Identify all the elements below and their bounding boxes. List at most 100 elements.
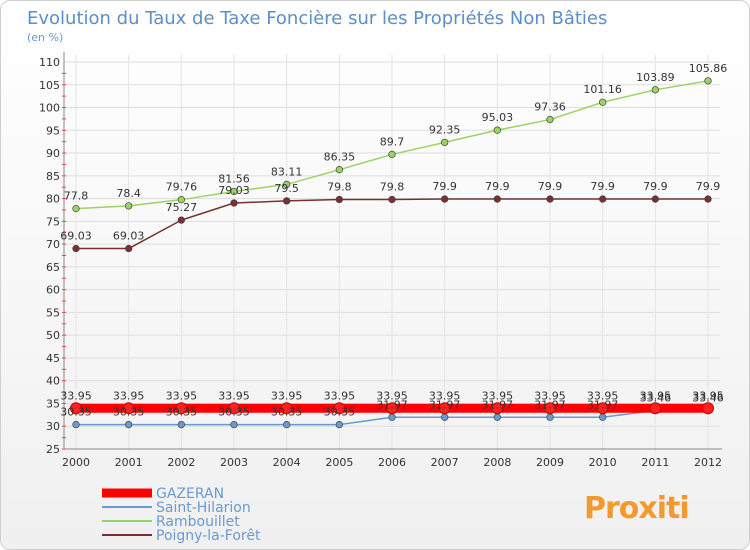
y-tick-label: 40 bbox=[46, 375, 60, 388]
data-point bbox=[546, 413, 554, 421]
data-point bbox=[177, 196, 185, 204]
x-tick-label: 2006 bbox=[378, 456, 406, 469]
data-point bbox=[441, 138, 449, 147]
data-label: 33.95 bbox=[587, 389, 619, 402]
data-point bbox=[122, 402, 135, 415]
data-label: 31.97 bbox=[376, 398, 408, 411]
data-label: 95.03 bbox=[482, 111, 514, 124]
data-point bbox=[72, 244, 80, 253]
y-tick-label: 75 bbox=[46, 215, 60, 228]
data-label: 33.95 bbox=[482, 389, 514, 402]
logo-text: Proxiti bbox=[584, 491, 689, 526]
data-label: 86.35 bbox=[324, 151, 356, 164]
y-tick-label: 110 bbox=[39, 56, 60, 69]
data-point bbox=[649, 402, 662, 415]
data-label: 33.95 bbox=[218, 389, 250, 402]
data-label: 33.95 bbox=[60, 389, 92, 402]
data-label: 83.11 bbox=[271, 165, 303, 178]
data-point bbox=[544, 402, 556, 415]
data-point bbox=[599, 413, 607, 421]
y-tick-label: 70 bbox=[46, 238, 60, 251]
legend-label: Rambouillet bbox=[156, 514, 240, 530]
y-tick-label: 90 bbox=[46, 147, 60, 160]
legend-label: Poigny-la-Forêt bbox=[156, 528, 261, 544]
data-point bbox=[283, 180, 291, 189]
data-label: 79.9 bbox=[538, 180, 563, 193]
data-point bbox=[493, 413, 501, 421]
legend-label: GAZERAN bbox=[156, 486, 224, 502]
x-tick-label: 2011 bbox=[641, 456, 669, 469]
data-point bbox=[599, 195, 607, 203]
proxiti-logo: Proxiti bbox=[584, 491, 690, 526]
data-label: 33.95 bbox=[113, 389, 145, 402]
data-point bbox=[280, 402, 293, 415]
data-point bbox=[702, 402, 714, 415]
data-point bbox=[388, 150, 396, 159]
data-point bbox=[230, 199, 238, 207]
y-tick-label: 95 bbox=[46, 124, 60, 137]
data-label: 33.95 bbox=[324, 389, 356, 402]
data-point bbox=[386, 402, 398, 415]
data-point bbox=[177, 216, 185, 224]
legend-label: Saint-Hilarion bbox=[156, 500, 251, 516]
data-label: 75.27 bbox=[166, 201, 198, 214]
data-point bbox=[546, 115, 554, 124]
data-point bbox=[335, 420, 343, 429]
y-tick-label: 45 bbox=[46, 352, 60, 365]
data-label: 69.03 bbox=[60, 230, 92, 243]
data-label: 33.95 bbox=[166, 389, 198, 402]
y-tick-label: 55 bbox=[46, 306, 60, 319]
data-label: 92.35 bbox=[429, 123, 461, 136]
data-label: 77.8 bbox=[64, 190, 89, 203]
x-tick-label: 2012 bbox=[694, 456, 722, 469]
data-point bbox=[175, 402, 188, 415]
data-label: 79.9 bbox=[485, 180, 510, 193]
data-label: 79.9 bbox=[643, 180, 668, 193]
data-label: 79.5 bbox=[274, 182, 299, 195]
data-label: 103.89 bbox=[636, 71, 675, 84]
data-point bbox=[651, 195, 659, 203]
data-label: 30.35 bbox=[166, 406, 198, 419]
data-label: 79.9 bbox=[696, 180, 721, 193]
y-tick-label: 35 bbox=[46, 397, 60, 410]
data-label: 30.35 bbox=[60, 406, 92, 419]
data-label: 30.35 bbox=[271, 406, 303, 419]
y-tick-label: 100 bbox=[39, 102, 60, 115]
data-point bbox=[230, 187, 238, 196]
x-tick-label: 2007 bbox=[431, 456, 459, 469]
data-label: 79.8 bbox=[380, 180, 405, 193]
data-label: 33.95 bbox=[376, 389, 408, 402]
data-point bbox=[125, 202, 133, 210]
data-point bbox=[283, 197, 291, 205]
data-label: 33.46 bbox=[640, 391, 672, 404]
x-tick-label: 2004 bbox=[273, 456, 301, 469]
data-label: 33.46 bbox=[692, 391, 724, 404]
data-label: 33.95 bbox=[429, 389, 461, 402]
y-axis-unit: (en %) bbox=[27, 31, 63, 44]
x-tick-label: 2009 bbox=[536, 456, 564, 469]
data-label: 30.35 bbox=[324, 406, 356, 419]
data-point bbox=[491, 402, 504, 415]
data-label: 81.56 bbox=[218, 172, 250, 185]
data-point bbox=[651, 86, 659, 94]
chart-title: Evolution du Taux de Taxe Foncière sur l… bbox=[27, 8, 607, 29]
data-label: 89.7 bbox=[380, 135, 405, 148]
data-point bbox=[596, 402, 609, 415]
y-tick-label: 50 bbox=[46, 329, 60, 342]
data-point bbox=[70, 402, 82, 415]
y-tick-label: 105 bbox=[39, 79, 60, 92]
data-point bbox=[125, 244, 133, 253]
y-tick-label: 25 bbox=[46, 443, 60, 456]
data-point bbox=[704, 77, 712, 85]
data-point bbox=[230, 420, 238, 429]
data-label: 33.95 bbox=[271, 389, 303, 402]
x-tick-label: 2001 bbox=[115, 456, 143, 469]
data-point bbox=[335, 166, 343, 174]
data-point bbox=[125, 420, 133, 429]
y-tick-label: 85 bbox=[46, 170, 60, 183]
data-label: 31.97 bbox=[429, 398, 461, 411]
data-point bbox=[335, 195, 343, 204]
data-point bbox=[72, 420, 80, 429]
